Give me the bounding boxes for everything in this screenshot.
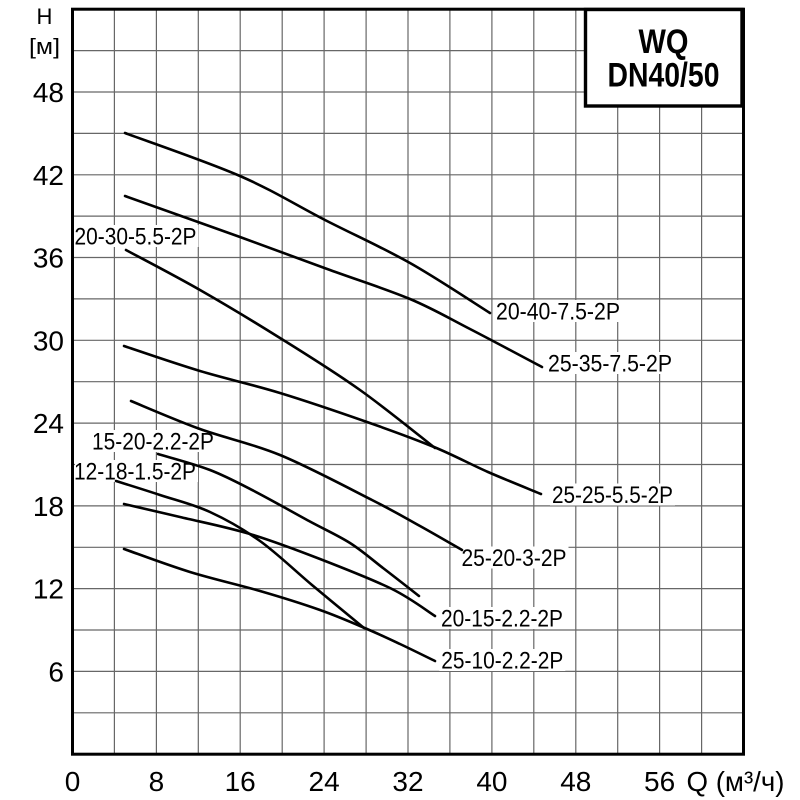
- svg-text:18: 18: [33, 491, 64, 522]
- svg-text:42: 42: [33, 160, 64, 191]
- svg-text:40: 40: [476, 766, 507, 797]
- svg-text:16: 16: [225, 766, 256, 797]
- svg-text:Q (м³/ч): Q (м³/ч): [687, 766, 785, 797]
- svg-text:20-30-5.5-2P: 20-30-5.5-2P: [75, 224, 197, 251]
- svg-text:8: 8: [149, 766, 165, 797]
- svg-text:WQ: WQ: [639, 23, 689, 61]
- svg-text:20-40-7.5-2P: 20-40-7.5-2P: [496, 299, 620, 326]
- svg-text:25-10-2.2-2P: 25-10-2.2-2P: [441, 648, 563, 675]
- svg-text:12-18-1.5-2P: 12-18-1.5-2P: [74, 459, 196, 486]
- svg-text:48: 48: [33, 77, 64, 108]
- svg-text:25-25-5.5-2P: 25-25-5.5-2P: [552, 482, 673, 509]
- svg-text:36: 36: [33, 243, 64, 274]
- svg-text:25-35-7.5-2P: 25-35-7.5-2P: [548, 351, 672, 378]
- svg-text:24: 24: [309, 766, 340, 797]
- svg-text:6: 6: [48, 656, 64, 687]
- svg-text:20-15-2.2-2P: 20-15-2.2-2P: [441, 606, 563, 633]
- svg-text:15-20-2.2-2P: 15-20-2.2-2P: [92, 429, 214, 456]
- svg-text:[м]: [м]: [29, 34, 60, 59]
- svg-text:25-20-3-2P: 25-20-3-2P: [462, 545, 567, 572]
- svg-text:DN40/50: DN40/50: [608, 57, 720, 95]
- svg-text:12: 12: [33, 574, 64, 605]
- svg-text:H: H: [37, 4, 53, 29]
- svg-text:56: 56: [644, 766, 675, 797]
- svg-text:48: 48: [560, 766, 591, 797]
- svg-text:24: 24: [33, 408, 64, 439]
- svg-text:32: 32: [392, 766, 423, 797]
- svg-text:0: 0: [65, 766, 81, 797]
- svg-text:30: 30: [33, 325, 64, 356]
